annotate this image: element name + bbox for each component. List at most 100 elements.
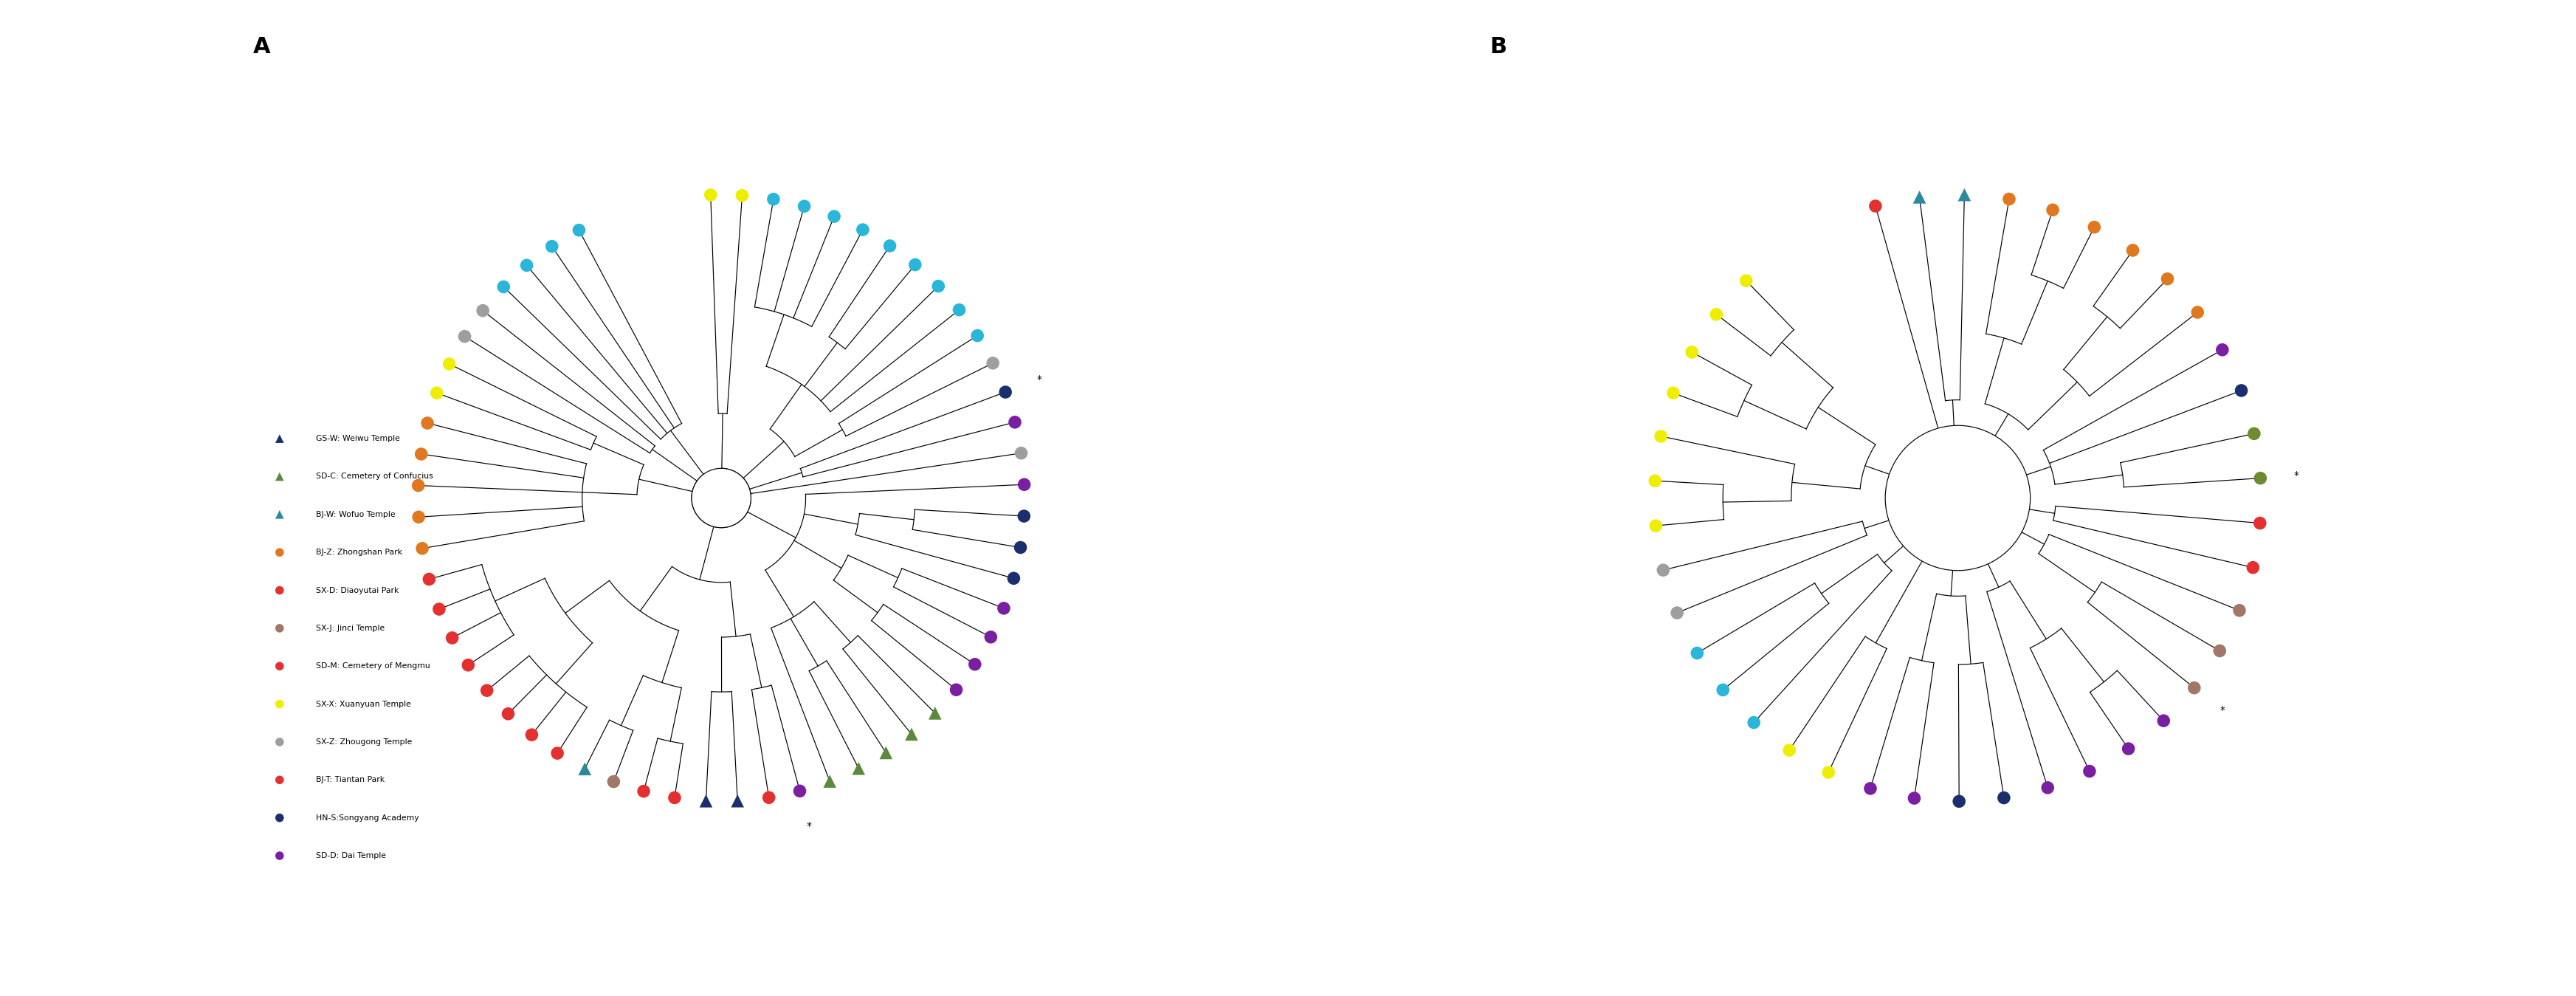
Point [1808, 764, 1850, 780]
Point [917, 278, 958, 294]
Text: A: A [252, 37, 270, 58]
Point [1656, 605, 1698, 621]
Text: SD-D: Dai Temple: SD-D: Dai Temple [317, 852, 386, 860]
Point [2112, 242, 2154, 258]
Point [938, 302, 979, 318]
Point [891, 726, 933, 742]
Point [868, 238, 909, 254]
Point [2032, 202, 2074, 218]
Point [783, 198, 824, 214]
Point [1989, 191, 2030, 207]
Point [510, 727, 551, 743]
Point [1654, 385, 1695, 401]
Point [505, 257, 546, 273]
Point [443, 329, 484, 345]
Point [894, 257, 935, 273]
Point [433, 629, 474, 645]
Point [260, 772, 301, 788]
Text: GS-W: Weiwu Temple: GS-W: Weiwu Temple [317, 435, 399, 442]
Point [1945, 187, 1986, 203]
Point [399, 509, 440, 525]
Point [971, 629, 1012, 645]
Point [2174, 680, 2215, 696]
Point [1703, 682, 1744, 698]
Text: SX-J: Jinci Temple: SX-J: Jinci Temple [317, 624, 384, 631]
Point [971, 356, 1012, 372]
Point [2218, 603, 2259, 619]
Point [417, 602, 459, 618]
Text: SX-D: Diaoyutai Park: SX-D: Diaoyutai Park [317, 587, 399, 594]
Point [984, 384, 1025, 400]
Point [260, 734, 301, 750]
Point [2221, 382, 2262, 398]
Text: BJ-W: Wofuo Temple: BJ-W: Wofuo Temple [317, 511, 394, 518]
Point [2200, 642, 2241, 658]
Point [559, 222, 600, 238]
Point [466, 682, 507, 698]
Point [2239, 470, 2280, 486]
Point [260, 696, 301, 712]
Point [1641, 428, 1682, 444]
Point [402, 446, 443, 462]
Point [487, 706, 528, 722]
Point [260, 468, 301, 484]
Point [2107, 741, 2148, 757]
Point [1850, 781, 1891, 797]
Text: BJ-T: Tiantan Park: BJ-T: Tiantan Park [317, 776, 384, 784]
Point [2074, 219, 2115, 235]
Circle shape [1886, 425, 2030, 571]
Point [260, 583, 301, 599]
Point [994, 414, 1036, 430]
Point [1005, 508, 1046, 524]
Point [866, 745, 907, 761]
Point [1940, 794, 1981, 810]
Text: SD-C: Cemetery of Confucius: SD-C: Cemetery of Confucius [317, 473, 433, 480]
Point [690, 187, 732, 203]
Point [1695, 307, 1736, 323]
Point [2233, 560, 2275, 576]
Point [953, 656, 994, 672]
Point [2202, 342, 2244, 358]
Point [747, 790, 788, 806]
Point [397, 477, 438, 493]
Point [407, 415, 448, 431]
Point [1734, 714, 1775, 730]
Point [2069, 763, 2110, 779]
Point [1672, 345, 1713, 361]
Point [1984, 790, 2025, 806]
Text: *: * [2221, 705, 2226, 716]
Point [809, 773, 850, 789]
Point [721, 187, 762, 203]
Point [536, 745, 577, 761]
Point [260, 507, 301, 523]
Point [1726, 273, 1767, 289]
Point [716, 793, 757, 809]
Point [2146, 271, 2187, 287]
Point [448, 657, 489, 673]
Point [814, 208, 855, 224]
Point [2143, 713, 2184, 729]
Text: SD-M: Cemetery of Mengmu: SD-M: Cemetery of Mengmu [317, 662, 430, 670]
Point [2239, 515, 2280, 531]
Circle shape [1927, 468, 1989, 528]
Point [778, 783, 819, 799]
Point [837, 761, 878, 777]
Point [1770, 742, 1811, 758]
Point [1643, 562, 1685, 578]
Point [956, 328, 997, 344]
Point [260, 658, 301, 674]
Point [2233, 425, 2275, 441]
Point [260, 848, 301, 864]
Point [592, 774, 634, 790]
Point [417, 385, 459, 401]
Point [935, 682, 976, 698]
Point [260, 430, 301, 446]
Point [461, 303, 502, 319]
Point [531, 238, 572, 254]
Text: *: * [2295, 471, 2300, 481]
Point [842, 222, 884, 238]
Point [564, 761, 605, 777]
Point [914, 705, 956, 721]
Text: BJ-Z: Zhongshan Park: BJ-Z: Zhongshan Park [317, 549, 402, 556]
Text: B: B [1489, 37, 1507, 58]
